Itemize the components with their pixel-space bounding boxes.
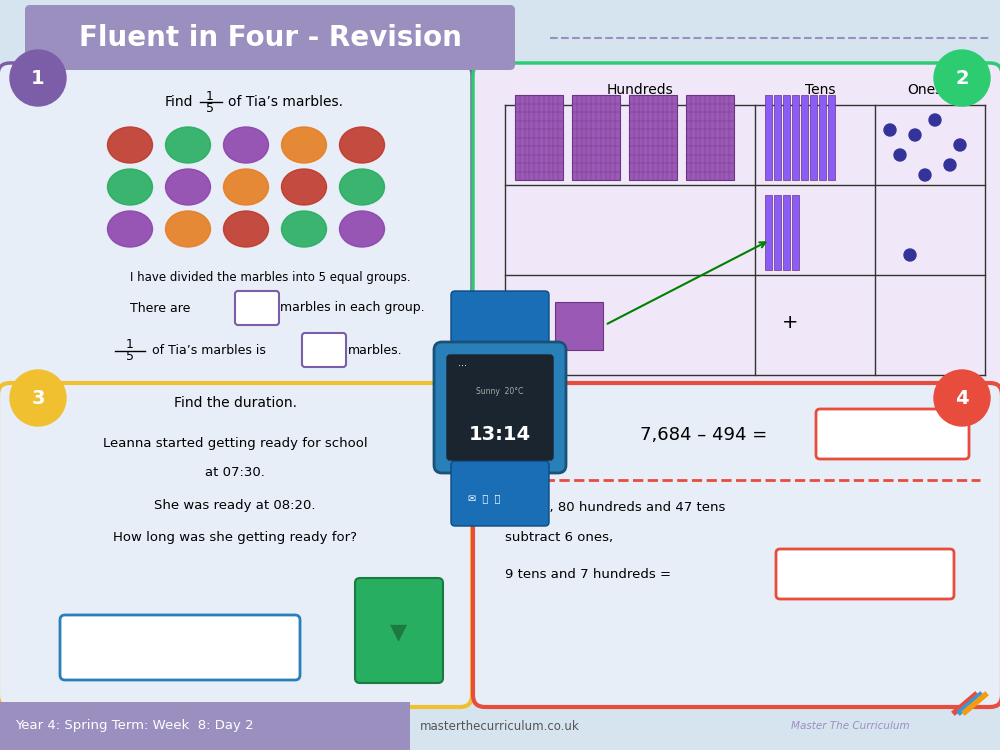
- Text: 13:14: 13:14: [469, 425, 531, 445]
- Text: 5: 5: [126, 350, 134, 364]
- FancyBboxPatch shape: [0, 702, 410, 750]
- FancyBboxPatch shape: [792, 95, 799, 180]
- Text: Sunny  20°C: Sunny 20°C: [476, 388, 524, 397]
- FancyBboxPatch shape: [515, 95, 563, 180]
- FancyBboxPatch shape: [235, 291, 279, 325]
- Circle shape: [884, 124, 896, 136]
- FancyBboxPatch shape: [60, 615, 300, 680]
- Ellipse shape: [108, 211, 152, 247]
- FancyBboxPatch shape: [765, 95, 772, 180]
- Circle shape: [934, 50, 990, 106]
- Text: How long was she getting ready for?: How long was she getting ready for?: [113, 532, 357, 544]
- FancyBboxPatch shape: [451, 291, 549, 354]
- Ellipse shape: [166, 127, 210, 163]
- Text: of Tia’s marbles is: of Tia’s marbles is: [152, 344, 266, 356]
- Text: at 07:30.: at 07:30.: [205, 466, 265, 479]
- Ellipse shape: [166, 169, 210, 205]
- Circle shape: [919, 169, 931, 181]
- Text: Hundreds: Hundreds: [607, 83, 673, 97]
- FancyBboxPatch shape: [0, 383, 472, 707]
- FancyBboxPatch shape: [819, 95, 826, 180]
- Text: masterthecurriculum.co.uk: masterthecurriculum.co.uk: [420, 719, 580, 733]
- FancyBboxPatch shape: [783, 195, 790, 270]
- Text: ...: ...: [458, 358, 467, 368]
- Text: She was ready at 08:20.: She was ready at 08:20.: [154, 499, 316, 512]
- Text: 7,684 – 494 =: 7,684 – 494 =: [640, 426, 767, 444]
- FancyBboxPatch shape: [774, 95, 781, 180]
- Text: 1: 1: [126, 338, 134, 352]
- Text: of Tia’s marbles.: of Tia’s marbles.: [228, 95, 343, 109]
- Circle shape: [909, 129, 921, 141]
- Ellipse shape: [224, 211, 268, 247]
- Text: 3: 3: [31, 388, 45, 407]
- Ellipse shape: [166, 211, 210, 247]
- Text: 4: 4: [955, 388, 969, 407]
- FancyBboxPatch shape: [0, 63, 472, 402]
- FancyBboxPatch shape: [810, 95, 817, 180]
- FancyBboxPatch shape: [355, 578, 443, 683]
- Text: 3 ones, 80 hundreds and 47 tens: 3 ones, 80 hundreds and 47 tens: [505, 502, 725, 515]
- Ellipse shape: [224, 169, 268, 205]
- FancyBboxPatch shape: [776, 549, 954, 599]
- Text: 5: 5: [206, 101, 214, 115]
- Circle shape: [894, 149, 906, 161]
- FancyBboxPatch shape: [765, 195, 772, 270]
- Circle shape: [944, 159, 956, 171]
- Circle shape: [934, 370, 990, 426]
- Text: 2: 2: [955, 68, 969, 88]
- Text: Fluent in Four - Revision: Fluent in Four - Revision: [79, 24, 461, 52]
- Text: ▼: ▼: [390, 622, 408, 642]
- FancyBboxPatch shape: [451, 461, 549, 526]
- FancyBboxPatch shape: [774, 195, 781, 270]
- Ellipse shape: [224, 127, 268, 163]
- Ellipse shape: [340, 127, 384, 163]
- Text: Master The Curriculum: Master The Curriculum: [791, 721, 909, 731]
- Ellipse shape: [340, 169, 384, 205]
- Text: Leanna started getting ready for school: Leanna started getting ready for school: [103, 436, 367, 449]
- FancyBboxPatch shape: [302, 333, 346, 367]
- FancyBboxPatch shape: [447, 355, 553, 460]
- Text: ✉  ⌕  ⌶: ✉ ⌕ ⌶: [468, 493, 500, 503]
- Ellipse shape: [108, 127, 152, 163]
- FancyBboxPatch shape: [629, 95, 677, 180]
- Text: 1: 1: [31, 68, 45, 88]
- FancyBboxPatch shape: [555, 302, 603, 350]
- Ellipse shape: [282, 127, 326, 163]
- FancyBboxPatch shape: [686, 95, 734, 180]
- Text: Find: Find: [165, 95, 194, 109]
- FancyBboxPatch shape: [473, 63, 1000, 402]
- Text: Ones: Ones: [907, 83, 943, 97]
- Text: Find the duration.: Find the duration.: [174, 396, 296, 410]
- FancyBboxPatch shape: [434, 342, 566, 473]
- Circle shape: [904, 249, 916, 261]
- Ellipse shape: [282, 169, 326, 205]
- Text: There are: There are: [130, 302, 190, 314]
- FancyBboxPatch shape: [783, 95, 790, 180]
- Ellipse shape: [282, 211, 326, 247]
- Text: subtract 6 ones,: subtract 6 ones,: [505, 532, 613, 544]
- Text: +: +: [782, 313, 798, 332]
- Ellipse shape: [108, 169, 152, 205]
- FancyBboxPatch shape: [473, 383, 1000, 707]
- Text: Year 4: Spring Term: Week  8: Day 2: Year 4: Spring Term: Week 8: Day 2: [15, 719, 254, 733]
- FancyBboxPatch shape: [25, 5, 515, 70]
- Text: Tens: Tens: [805, 83, 835, 97]
- FancyBboxPatch shape: [816, 409, 969, 459]
- FancyBboxPatch shape: [792, 195, 799, 270]
- FancyBboxPatch shape: [572, 95, 620, 180]
- FancyBboxPatch shape: [828, 95, 835, 180]
- FancyBboxPatch shape: [801, 95, 808, 180]
- Text: I have divided the marbles into 5 equal groups.: I have divided the marbles into 5 equal …: [130, 272, 411, 284]
- Text: marbles.: marbles.: [348, 344, 403, 356]
- Text: 9 tens and 7 hundreds =: 9 tens and 7 hundreds =: [505, 568, 671, 581]
- Text: 1: 1: [206, 91, 214, 104]
- Circle shape: [10, 370, 66, 426]
- Ellipse shape: [340, 211, 384, 247]
- Text: marbles in each group.: marbles in each group.: [280, 302, 425, 314]
- Circle shape: [10, 50, 66, 106]
- Circle shape: [929, 114, 941, 126]
- Circle shape: [954, 139, 966, 151]
